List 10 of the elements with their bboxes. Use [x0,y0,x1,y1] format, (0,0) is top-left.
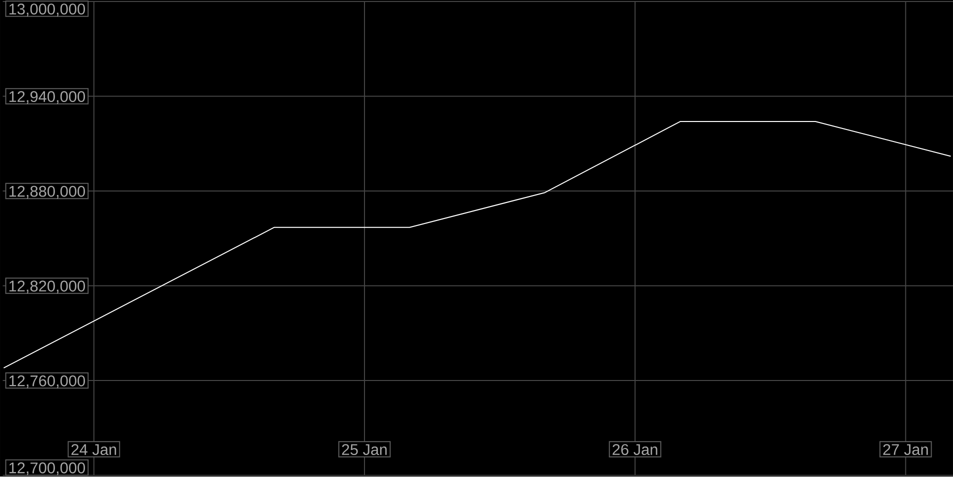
y-tick-label: 12,760,000 [9,376,85,388]
x-tick-label: 24 Jan [71,444,116,456]
y-tick-label: 12,880,000 [9,186,85,199]
y-tick-label: 12,820,000 [9,280,85,294]
x-tick-label: 27 Jan [883,444,928,456]
y-tick-label: 12,700,000 [9,462,85,476]
y-tick-label: 13,000,000 [9,4,85,17]
x-tick-label: 26 Jan [612,444,658,456]
y-tick-label: 12,940,000 [9,91,85,104]
x-tick-label: 25 Jan [342,444,387,456]
